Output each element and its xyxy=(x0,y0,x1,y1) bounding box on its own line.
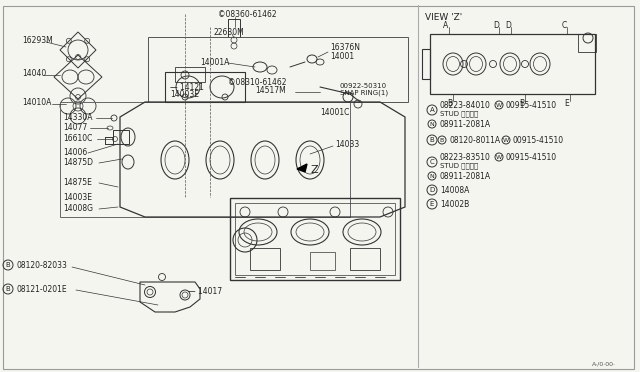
Text: STUD スタッド: STUD スタッド xyxy=(440,163,478,169)
Text: W: W xyxy=(496,103,502,108)
Text: 00922-50310: 00922-50310 xyxy=(340,83,387,89)
Text: 08121-0201E: 08121-0201E xyxy=(16,285,67,294)
Text: A: A xyxy=(444,20,449,29)
Text: 00915-41510: 00915-41510 xyxy=(506,100,557,109)
Text: A: A xyxy=(429,107,435,113)
Text: B: B xyxy=(429,137,435,143)
Text: 08223-83510: 08223-83510 xyxy=(440,153,491,161)
Text: A·/0·00·: A·/0·00· xyxy=(592,362,616,366)
Text: 00915-41510: 00915-41510 xyxy=(506,153,557,161)
Text: E: E xyxy=(564,99,570,108)
Bar xyxy=(228,19,240,37)
Bar xyxy=(113,130,129,144)
Text: 08120-8011A: 08120-8011A xyxy=(450,135,501,144)
Text: D: D xyxy=(429,187,435,193)
Text: B: B xyxy=(6,286,10,292)
Text: ©08310-61462: ©08310-61462 xyxy=(228,77,287,87)
Text: B: B xyxy=(447,99,452,108)
Bar xyxy=(235,203,395,275)
Text: 14875D: 14875D xyxy=(63,157,93,167)
Bar xyxy=(310,252,335,270)
Text: 14875E: 14875E xyxy=(63,177,92,186)
Text: STUD スタッド: STUD スタッド xyxy=(440,111,478,117)
Text: Z: Z xyxy=(311,165,319,175)
Text: N: N xyxy=(429,173,435,179)
Text: E: E xyxy=(430,201,434,207)
Bar xyxy=(60,102,350,217)
Bar xyxy=(165,72,245,102)
Text: D: D xyxy=(493,20,499,29)
Text: 08911-2081A: 08911-2081A xyxy=(440,171,491,180)
Bar xyxy=(430,34,595,94)
Text: 14003E: 14003E xyxy=(170,90,199,99)
Text: N: N xyxy=(429,122,435,126)
Text: 14003E: 14003E xyxy=(63,192,92,202)
Text: W: W xyxy=(496,154,502,160)
Text: 14008A: 14008A xyxy=(440,186,469,195)
Bar xyxy=(148,37,408,102)
Polygon shape xyxy=(297,164,307,172)
Text: C: C xyxy=(561,20,566,29)
Text: 14006: 14006 xyxy=(63,148,87,157)
Bar xyxy=(350,248,380,270)
Text: C: C xyxy=(429,159,435,165)
Text: — 14017: — 14017 xyxy=(188,288,222,296)
Bar xyxy=(578,34,596,52)
Text: 14077: 14077 xyxy=(63,122,87,131)
Bar xyxy=(250,248,280,270)
Text: 14001: 14001 xyxy=(330,51,354,61)
Text: W: W xyxy=(503,138,509,142)
Text: 16610C: 16610C xyxy=(63,134,92,142)
Text: SNAP RING(1): SNAP RING(1) xyxy=(340,90,388,96)
Text: 08120-82033: 08120-82033 xyxy=(16,260,67,269)
Text: 16293M: 16293M xyxy=(22,35,52,45)
Text: VIEW 'Z': VIEW 'Z' xyxy=(425,13,462,22)
Text: 08911-2081A: 08911-2081A xyxy=(440,119,491,128)
Text: 00915-41510: 00915-41510 xyxy=(513,135,564,144)
Text: B: B xyxy=(6,262,10,268)
Text: — 14121: — 14121 xyxy=(170,83,204,92)
Text: 14040: 14040 xyxy=(22,68,46,77)
Text: ©08360-61462: ©08360-61462 xyxy=(218,10,276,19)
Text: D: D xyxy=(505,20,511,29)
Text: 16376N: 16376N xyxy=(330,42,360,51)
Text: B: B xyxy=(440,138,444,142)
Text: 14330A: 14330A xyxy=(63,112,93,122)
Text: 14001C: 14001C xyxy=(320,108,349,116)
Text: B: B xyxy=(520,99,525,108)
Bar xyxy=(422,49,430,79)
Bar xyxy=(230,198,400,280)
Text: 22630M: 22630M xyxy=(214,28,244,36)
Text: 14001A: 14001A xyxy=(200,58,229,67)
Text: 14517M: 14517M xyxy=(255,86,285,94)
Text: 08223-84010: 08223-84010 xyxy=(440,100,491,109)
Text: 14008G: 14008G xyxy=(63,203,93,212)
Bar xyxy=(175,67,205,82)
Text: 14002B: 14002B xyxy=(440,199,469,208)
Text: 14010A: 14010A xyxy=(22,97,51,106)
Text: 14033: 14033 xyxy=(335,140,359,148)
